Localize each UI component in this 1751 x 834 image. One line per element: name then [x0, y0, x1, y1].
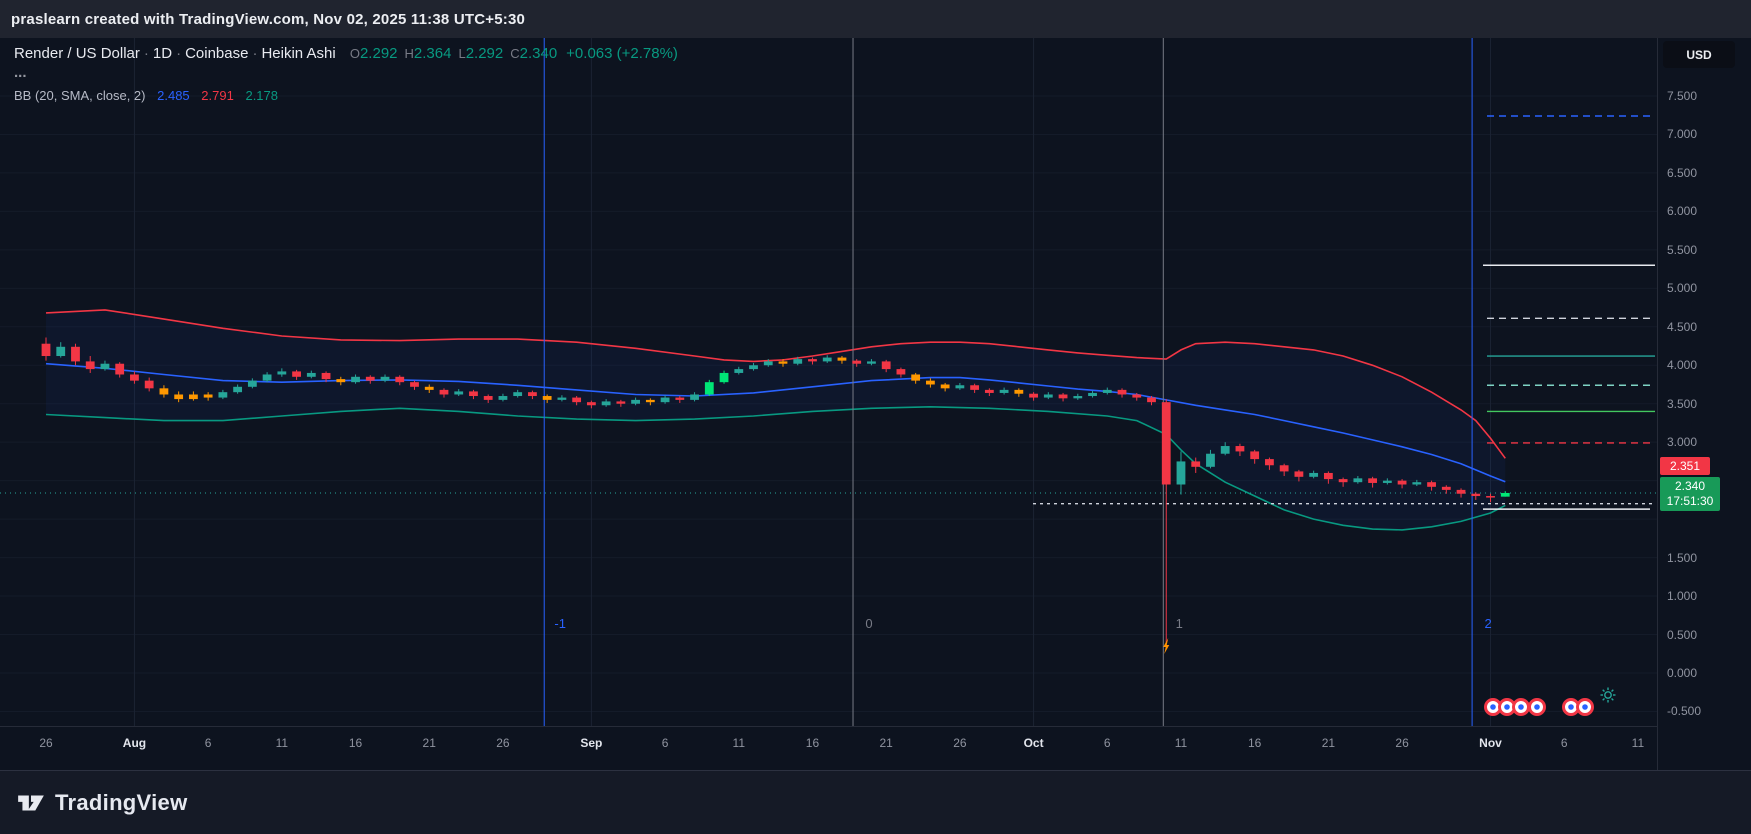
time-axis-label: 6: [661, 736, 669, 750]
price-axis-label: 3.000: [1667, 435, 1698, 450]
high-label: H: [404, 46, 414, 61]
time-axis-label: Aug: [122, 736, 147, 750]
bb-upper-value: 2.791: [201, 88, 234, 103]
cycle-lines[interactable]: -1 0 1 2: [543, 38, 1492, 726]
price-axis-label: 0.500: [1667, 627, 1698, 642]
svg-text:0: 0: [865, 616, 872, 631]
lightning-bolt-icon: [1163, 638, 1170, 655]
indicator-name[interactable]: BB (20, SMA, close, 2): [14, 88, 146, 103]
flag-badge-icons: [1576, 698, 1594, 716]
price-axis-label: 5.500: [1667, 242, 1698, 257]
bb-lower-value: 2.178: [245, 88, 279, 103]
low-label: L: [458, 46, 466, 61]
bar-close-countdown: 17:51:30: [1666, 494, 1714, 508]
time-axis-label: 16: [805, 736, 820, 750]
high-value: 2.364: [413, 45, 452, 62]
watermark-bar: praslearn created with TradingView.com, …: [0, 0, 1751, 38]
tradingview-logo-icon[interactable]: [16, 788, 46, 818]
level-lines[interactable]: [1033, 115, 1655, 510]
close-value: 2.340: [519, 45, 558, 62]
time-axis-label: 11: [1174, 736, 1188, 750]
last-price-value: 2.340: [1674, 479, 1706, 493]
time-axis-label: 6: [204, 736, 212, 750]
indicator-legend-row[interactable]: BB (20, SMA, close, 2) 2.485 2.791 2.178: [14, 86, 678, 106]
price-axis-label: 7.500: [1667, 89, 1698, 103]
low-value: 2.292: [465, 45, 504, 62]
open-value: 2.292: [359, 45, 398, 62]
candles: [41, 337, 1510, 644]
time-axis-label: 21: [879, 736, 893, 750]
price-axis-label: 4.000: [1667, 358, 1698, 373]
bb-basis-value: 2.485: [157, 88, 190, 103]
flag-badge-icons: [1512, 698, 1530, 716]
bb-band-fill: [46, 309, 1506, 530]
price-axis-label: 4.500: [1667, 319, 1698, 334]
sticker-icons: [1163, 638, 1616, 716]
svg-text:-1: -1: [554, 616, 566, 631]
tradingview-wordmark[interactable]: TradingView: [55, 789, 188, 815]
symbol-title[interactable]: Render / US Dollar: [14, 45, 140, 62]
time-axis-label: 11: [1631, 736, 1645, 750]
time-axis-label: 16: [348, 736, 363, 750]
level-price-label: 2.351: [1660, 457, 1710, 475]
separator: ·: [143, 45, 149, 62]
time-axis-label: Oct: [1023, 736, 1044, 750]
symbol-legend-row[interactable]: Render / US Dollar · 1D · Coinbase · Heikin As…: [14, 44, 678, 64]
time-axis-label: 21: [1321, 736, 1336, 750]
time-axis-label: 11: [275, 736, 289, 750]
time-axis-label: 6: [1560, 736, 1568, 750]
sun-icon: [1600, 687, 1616, 703]
legend-more-button[interactable]: ...: [14, 64, 27, 81]
price-axis-label: -0.500: [1667, 704, 1702, 719]
time-axis[interactable]: 26 Aug 6 11 16 21 26 Sep 6 11 16 21 26 Oct 6 11 16 21 26 No…: [0, 726, 1657, 770]
flag-badge-icons: [1528, 698, 1546, 716]
currency-toggle-button[interactable]: USD: [1663, 41, 1735, 68]
footer-bar: TradingView: [0, 770, 1751, 834]
watermark-text: praslearn created with TradingView.com, …: [11, 10, 526, 28]
svg-text:2: 2: [1484, 616, 1491, 631]
ohlc-values: O2.292 H2.364 L2.292 C2.340 +0.063 (+2.78%): [350, 45, 678, 62]
price-axis-label: 3.500: [1667, 396, 1698, 411]
last-price-label: 2.340 17:51:30: [1660, 477, 1720, 511]
svg-text:1: 1: [1176, 616, 1183, 631]
price-axis-label: 1.000: [1667, 589, 1698, 604]
time-axis-label: 26: [39, 736, 53, 750]
time-axis-label: Nov: [1479, 736, 1502, 750]
open-label: O: [349, 46, 360, 61]
separator: ·: [176, 45, 182, 62]
price-axis-label: 0.000: [1667, 665, 1698, 680]
price-axis-label: 6.500: [1667, 165, 1698, 180]
interval-label[interactable]: 1D: [152, 45, 173, 62]
time-axis-label: 6: [1103, 736, 1111, 750]
chart-type-label: Heikin Ashi: [261, 45, 336, 62]
close-label: C: [510, 46, 520, 61]
price-chart-svg[interactable]: -1 0 1 2: [0, 38, 1657, 726]
time-axis-label: 26: [496, 736, 510, 750]
exchange-label[interactable]: Coinbase: [185, 45, 249, 62]
time-axis-label: 26: [1395, 736, 1409, 750]
price-axis-label: 5.000: [1667, 281, 1698, 296]
time-axis-label: Sep: [580, 736, 603, 750]
bb-band-lines: [45, 309, 1506, 531]
time-axis-label: 26: [953, 736, 967, 750]
price-axis-label: 1.500: [1667, 550, 1698, 565]
time-axis-label: 11: [732, 736, 745, 750]
price-axis-label: 6.000: [1667, 204, 1698, 219]
time-axis-label: 21: [422, 736, 436, 750]
change-value: +0.063 (+2.78%): [566, 45, 678, 62]
separator: ·: [252, 45, 258, 62]
time-axis-label: 16: [1247, 736, 1262, 750]
price-axis[interactable]: USD 7.500 7.000 6.500 6.000 5.500 5.000 4.500 4…: [1657, 38, 1751, 770]
price-axis-label: 7.000: [1667, 127, 1698, 142]
chart-legend: Render / US Dollar · 1D · Coinbase · Heikin As…: [14, 44, 678, 106]
